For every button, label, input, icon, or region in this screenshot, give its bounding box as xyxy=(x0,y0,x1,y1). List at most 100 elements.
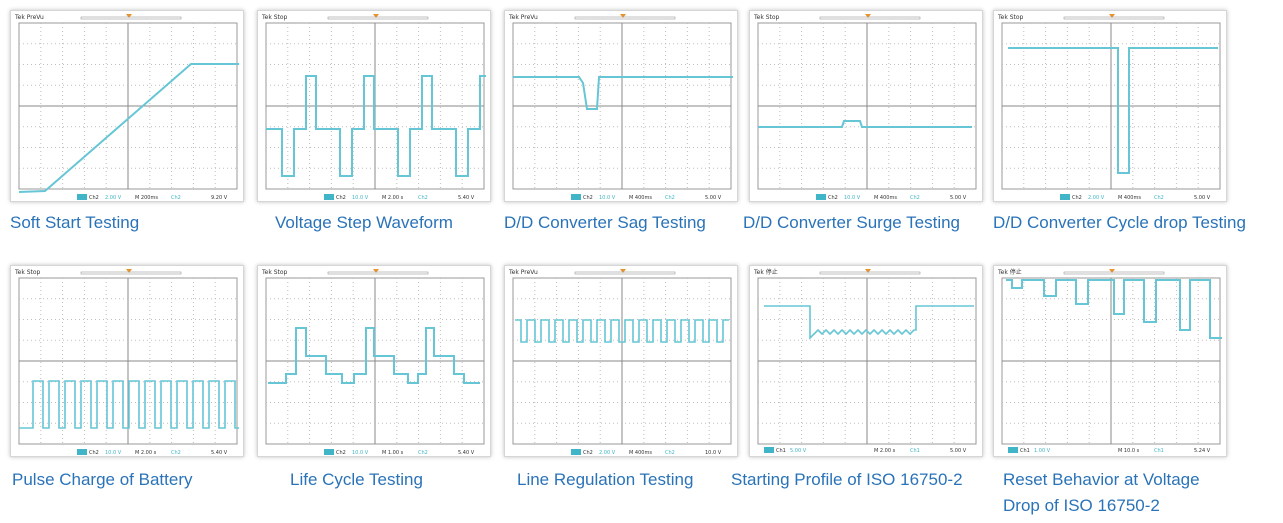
caption: Pulse Charge of Battery xyxy=(12,470,193,489)
scope-level: 5.00 V xyxy=(950,195,967,201)
scope-display: Tek PreVu Ch2 10.0 V M 400ms Ch2 5.00 V xyxy=(508,14,733,201)
scope-trig-ch: Ch2 xyxy=(665,195,675,201)
scope-screenshot: Tek Stop Ch2 10.0 V M 400ms Ch2 5.00 V xyxy=(749,10,983,202)
scope-status: Tek Stop xyxy=(261,269,288,276)
scope-trig-ch: Ch2 xyxy=(171,195,181,201)
trigger-position-marker xyxy=(865,269,871,273)
scope-volts: 2.00 V xyxy=(105,195,122,201)
scope-trig-ch: Ch2 xyxy=(665,450,675,456)
scope-status: Tek PreVu xyxy=(14,14,44,21)
scope-ch: Ch2 xyxy=(828,195,838,201)
channel-marker xyxy=(324,449,334,455)
scope-tile-starting-profile: Tek 停止 Ch1 5.00 V M 2.00 s Ch1 5.00 V St… xyxy=(731,265,993,489)
scope-volts: 5.00 V xyxy=(790,448,807,454)
waveform-trace xyxy=(1006,279,1222,339)
record-bar xyxy=(80,271,182,275)
scope-tile-pulse-charge: Tek Stop Ch2 10.0 V M 2.00 s Ch2 5.40 V … xyxy=(10,265,254,489)
caption: Starting Profile of ISO 16750-2 xyxy=(731,470,963,489)
caption: Reset Behavior at Voltage Drop of ISO 16… xyxy=(1003,470,1200,515)
waveform-trace xyxy=(513,76,733,110)
trigger-position-marker xyxy=(126,269,132,273)
scope-screenshot: Tek Stop Ch2 10.0 V M 2.00 s Ch2 5.40 V xyxy=(257,10,491,202)
record-bar xyxy=(327,16,429,20)
scope-screenshot: Tek PreVu Ch2 2.00 V M 200ms Ch2 9.20 V xyxy=(10,10,244,202)
scope-status: Tek Stop xyxy=(753,14,780,21)
scope-time: M 400ms xyxy=(629,450,652,456)
scope-display: Tek Stop Ch2 10.0 V M 2.00 s Ch2 5.40 V xyxy=(14,269,239,456)
scope-volts: 1.00 V xyxy=(1034,448,1051,454)
record-bar xyxy=(1063,271,1165,275)
trigger-position-marker xyxy=(373,269,379,273)
record-bar xyxy=(327,271,429,275)
scope-trig-ch: Ch2 xyxy=(418,195,428,201)
scope-tile-line-regulation: Tek PreVu Ch2 2.00 V M 400ms Ch2 10.0 V … xyxy=(504,265,748,489)
record-bar xyxy=(574,16,676,20)
scope-ch: Ch2 xyxy=(1072,195,1082,201)
scope-screenshot: Tek Stop Ch2 2.00 V M 400ms Ch2 5.00 V xyxy=(993,10,1227,202)
scope-trig-ch: Ch2 xyxy=(171,450,181,456)
scope-level: 5.40 V xyxy=(458,195,475,201)
caption: D/D Converter Sag Testing xyxy=(504,213,706,232)
waveform-trace xyxy=(19,380,239,429)
trigger-position-marker xyxy=(620,269,626,273)
scope-display: Tek PreVu Ch2 2.00 V M 400ms Ch2 10.0 V xyxy=(508,269,732,456)
scope-volts: 10.0 V xyxy=(352,450,369,456)
scope-time: M 200ms xyxy=(135,195,158,201)
channel-marker xyxy=(816,194,826,200)
scope-tile-cycle-drop: Tek Stop Ch2 2.00 V M 400ms Ch2 5.00 V D… xyxy=(993,10,1246,232)
scope-volts: 2.00 V xyxy=(599,450,616,456)
scope-level: 5.40 V xyxy=(458,450,475,456)
scope-screenshot: Tek PreVu Ch2 10.0 V M 400ms Ch2 5.00 V xyxy=(504,10,738,202)
scope-status: Tek Stop xyxy=(14,269,41,276)
scope-status: Tek Stop xyxy=(261,14,288,21)
waveform-trace xyxy=(758,120,972,128)
waveform-trace xyxy=(764,305,974,340)
scope-status: Tek 停止 xyxy=(997,268,1022,276)
scope-ch: Ch1 xyxy=(1020,448,1030,454)
caption: Life Cycle Testing xyxy=(290,470,423,489)
scope-trig-ch: Ch1 xyxy=(910,448,920,454)
scope-screenshot: Tek PreVu Ch2 2.00 V M 400ms Ch2 10.0 V xyxy=(504,265,738,457)
scope-level: 5.24 V xyxy=(1194,448,1211,454)
scope-display: Tek 停止 Ch1 5.00 V M 2.00 s Ch1 5.00 V xyxy=(753,268,977,454)
scope-ch: Ch2 xyxy=(336,195,346,201)
scope-display: Tek Stop Ch2 10.0 V M 1.00 s Ch2 5.40 V xyxy=(261,269,485,456)
scope-tile-voltage-step: Tek Stop Ch2 10.0 V M 2.00 s Ch2 5.40 V … xyxy=(257,10,501,232)
channel-marker xyxy=(1008,447,1018,453)
trigger-position-marker xyxy=(373,14,379,18)
scope-level: 5.00 V xyxy=(1194,195,1211,201)
scope-level: 9.20 V xyxy=(211,195,228,201)
scope-display: Tek Stop Ch2 10.0 V M 400ms Ch2 5.00 V xyxy=(753,14,977,201)
caption: D/D Converter Cycle drop Testing xyxy=(993,213,1246,232)
waveform-trace xyxy=(18,63,239,193)
scope-volts: 10.0 V xyxy=(599,195,616,201)
caption: Voltage Step Waveform xyxy=(275,213,453,232)
trigger-position-marker xyxy=(1109,14,1115,18)
waveform-trace xyxy=(268,327,480,384)
scope-display: Tek PreVu Ch2 2.00 V M 200ms Ch2 9.20 V xyxy=(14,14,239,201)
scope-ch: Ch1 xyxy=(776,448,786,454)
scope-ch: Ch2 xyxy=(89,195,99,201)
caption: D/D Converter Surge Testing xyxy=(743,213,961,232)
channel-marker xyxy=(1060,194,1070,200)
scope-tile-soft-start: Tek PreVu Ch2 2.00 V M 200ms Ch2 9.20 V … xyxy=(10,10,254,232)
scope-screenshot: Tek Stop Ch2 10.0 V M 2.00 s Ch2 5.40 V xyxy=(10,265,244,457)
record-bar xyxy=(1063,16,1165,20)
scope-time: M 10.0 s xyxy=(1118,448,1140,454)
scope-trig-ch: Ch2 xyxy=(1154,195,1164,201)
scope-display: Tek Stop Ch2 2.00 V M 400ms Ch2 5.00 V xyxy=(997,14,1221,201)
record-bar xyxy=(574,271,676,275)
record-bar xyxy=(819,16,921,20)
scope-time: M 400ms xyxy=(1118,195,1141,201)
scope-tile-sag: Tek PreVu Ch2 10.0 V M 400ms Ch2 5.00 V … xyxy=(504,10,748,232)
scope-tile-surge: Tek Stop Ch2 10.0 V M 400ms Ch2 5.00 V D… xyxy=(743,10,993,232)
scope-level: 5.40 V xyxy=(211,450,228,456)
channel-marker xyxy=(571,449,581,455)
waveform-trace xyxy=(1008,47,1218,174)
scope-time: M 400ms xyxy=(629,195,652,201)
trigger-position-marker xyxy=(865,14,871,18)
scope-time: M 2.00 s xyxy=(874,448,896,454)
scope-screenshot: Tek 停止 Ch1 5.00 V M 2.00 s Ch1 5.00 V xyxy=(749,265,983,457)
channel-marker xyxy=(571,194,581,200)
scope-level: 5.00 V xyxy=(705,195,722,201)
